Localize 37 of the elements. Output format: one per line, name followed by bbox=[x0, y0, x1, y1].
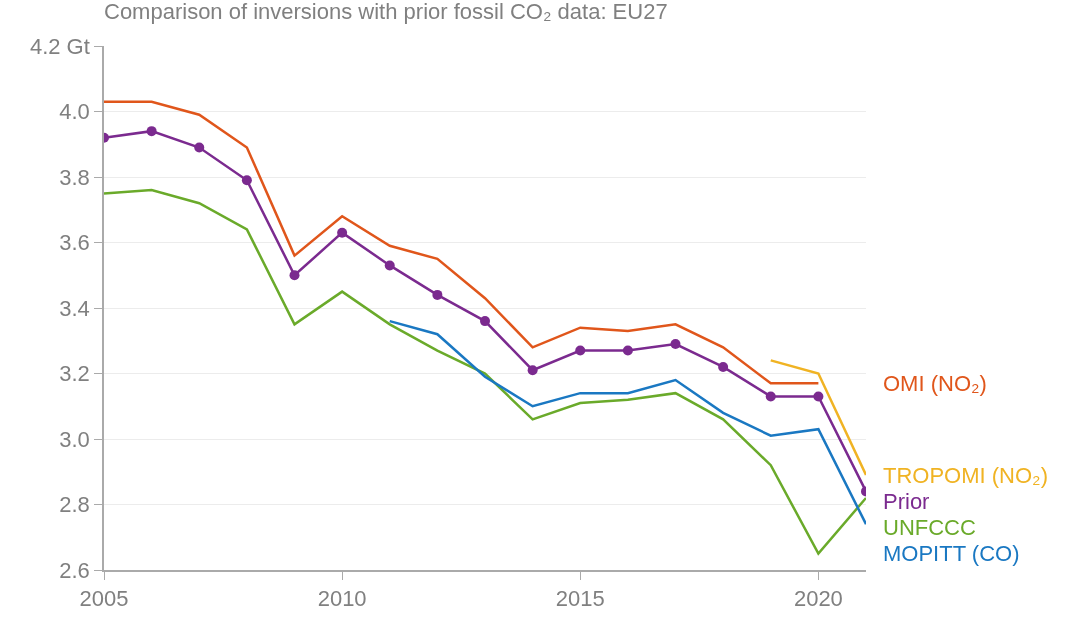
series-label: Prior bbox=[883, 489, 930, 514]
y-tick-label: 3.6 bbox=[59, 230, 90, 256]
point bbox=[146, 126, 157, 137]
y-tick-label: 2.6 bbox=[59, 557, 90, 583]
point bbox=[337, 227, 348, 238]
point bbox=[718, 361, 729, 372]
y-tick-label: 3.2 bbox=[59, 361, 90, 387]
point bbox=[432, 289, 443, 300]
point bbox=[670, 339, 681, 350]
point bbox=[241, 175, 252, 186]
point bbox=[813, 391, 824, 402]
point bbox=[384, 260, 395, 271]
point bbox=[622, 345, 633, 356]
series-label: MOPITT (CO) bbox=[883, 541, 1020, 566]
point bbox=[527, 365, 538, 376]
text: OMI (NO₂) bbox=[883, 371, 987, 396]
point bbox=[575, 345, 586, 356]
point bbox=[194, 142, 205, 153]
x-tick-label: 2020 bbox=[793, 586, 843, 612]
line-series bbox=[104, 188, 866, 555]
point bbox=[289, 270, 300, 281]
y-tick-label: 3.0 bbox=[59, 426, 90, 452]
series-label: TROPOMI (NO₂) bbox=[883, 463, 1048, 488]
series-label: UNFCCC bbox=[883, 515, 976, 540]
y-tick-label: 4.2 Gt bbox=[29, 33, 90, 59]
y-tick-label: 4.0 bbox=[59, 99, 90, 125]
x-tick-label: 2010 bbox=[317, 586, 367, 612]
line-series bbox=[104, 100, 820, 385]
y-tick-label: 3.4 bbox=[59, 295, 90, 321]
x-tick-label: 2005 bbox=[79, 586, 129, 612]
y-tick-label: 2.8 bbox=[59, 492, 90, 518]
chart-title: Comparison of inversions with prior fossil CO₂ data: EU27 bbox=[104, 0, 668, 25]
y-tick-label: 3.8 bbox=[59, 164, 90, 190]
x-tick-label: 2015 bbox=[555, 586, 605, 612]
line-series bbox=[388, 319, 866, 526]
point bbox=[480, 316, 490, 327]
point bbox=[765, 391, 776, 402]
